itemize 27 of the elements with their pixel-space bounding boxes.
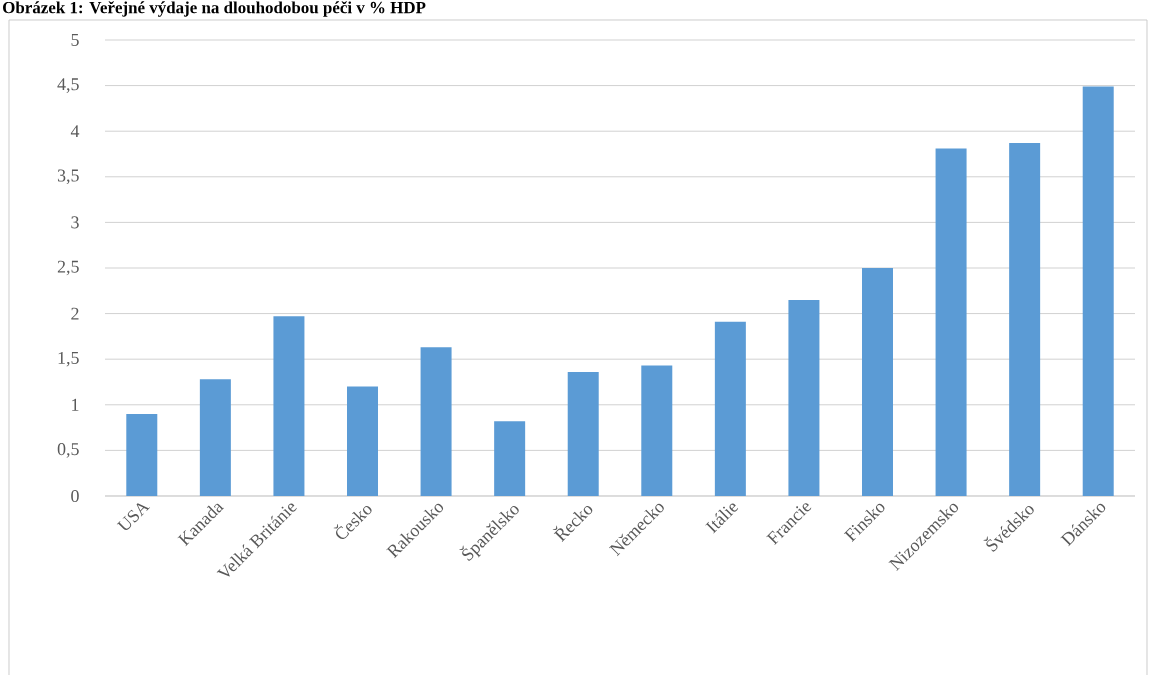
y-tick-label: 3 (71, 216, 79, 229)
bar (935, 148, 967, 496)
y-tick-label: 1,5 (58, 351, 79, 367)
bar (714, 321, 746, 496)
y-tick-label: 2 (71, 307, 79, 320)
bar (1009, 143, 1041, 496)
bar (347, 386, 379, 496)
chart-title: Obrázek 1: Veřejné výdaje na dlouhodobou péči v % HDP (3, 1, 426, 17)
bar (494, 421, 526, 496)
bar (1082, 86, 1114, 496)
bar (567, 371, 599, 496)
bar (862, 267, 893, 496)
x-tick-label: USA (116, 503, 151, 531)
bar (126, 413, 158, 496)
y-tick-label: 4 (70, 125, 80, 138)
y-tick-label: 0 (71, 489, 79, 503)
bar (420, 347, 452, 496)
y-tick-label: 1 (72, 398, 79, 411)
y-tick-label: 5 (71, 34, 79, 46)
y-tick-label: 3,5 (57, 169, 79, 185)
bar (199, 379, 231, 496)
y-tick-label: 2,5 (57, 260, 79, 276)
bar (273, 316, 305, 496)
bar (641, 365, 673, 496)
bar (788, 299, 820, 496)
y-tick-label: 0,5 (57, 443, 79, 458)
y-tick-label: 4,5 (57, 78, 79, 93)
